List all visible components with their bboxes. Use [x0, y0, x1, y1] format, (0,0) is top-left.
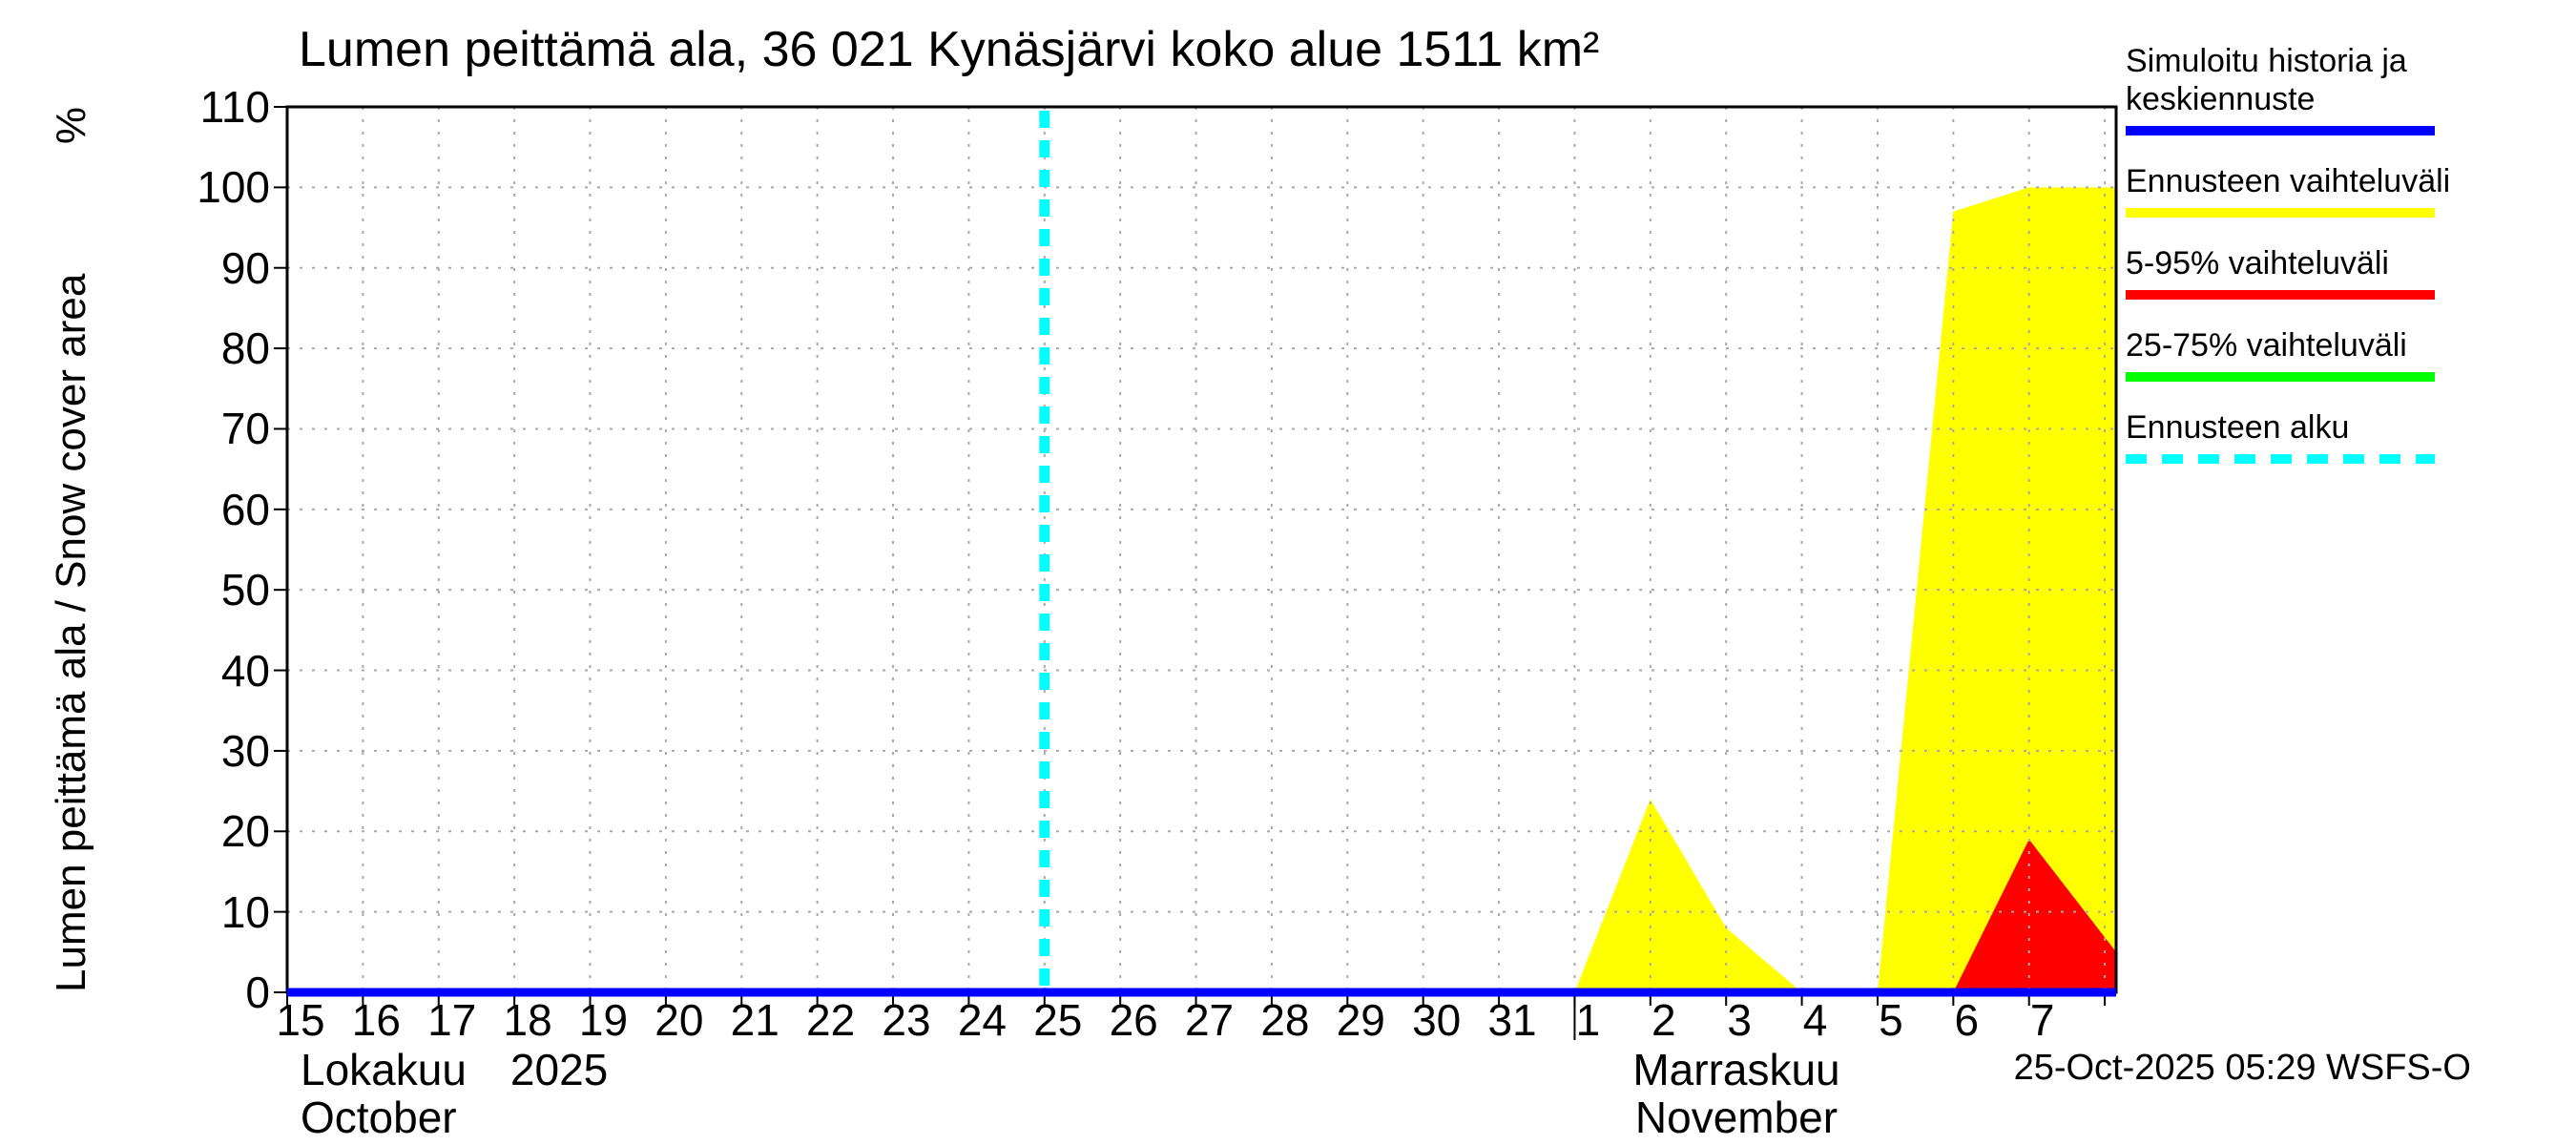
- legend-label: Ennusteen vaihteluväli: [2126, 163, 2451, 199]
- range-area: [1953, 839, 2116, 992]
- legend: Simuloitu historia ja keskiennuste Ennust…: [2126, 42, 2455, 490]
- x-tick-label: 26: [1109, 995, 1158, 1045]
- plot-frame: [285, 105, 2118, 994]
- x-tick-label: 6: [1954, 995, 1980, 1045]
- legend-label: Simuloitu historia ja keskiennuste: [2126, 43, 2407, 117]
- x-axis-month-october-fi: Lokakuu 2025: [301, 1044, 608, 1095]
- x-tick-label: 2: [1652, 995, 1676, 1045]
- x-tick-label: 22: [806, 995, 856, 1045]
- y-tick-label: 100: [197, 162, 270, 213]
- x-axis-month-november-fi: Marraskuu: [1632, 1045, 1840, 1094]
- y-tick-label: 90: [220, 242, 270, 293]
- x-tick-label: 3: [1727, 995, 1752, 1045]
- legend-swatch-dashed: [2126, 454, 2435, 464]
- legend-item: Ennusteen vaihteluväli: [2126, 162, 2455, 218]
- x-tick-label: 4: [1802, 995, 1828, 1045]
- x-tick-label: 21: [730, 995, 779, 1045]
- y-tick-label: 0: [245, 968, 270, 1017]
- x-axis-month-november-en: November: [1634, 1093, 1839, 1142]
- legend-item: 5-95% vaihteluväli: [2126, 244, 2455, 300]
- x-tick-label: 5: [1879, 995, 1903, 1045]
- x-tick-label: 24: [957, 995, 1007, 1045]
- x-tick-label: 7: [2029, 995, 2055, 1045]
- month-year: 2025: [509, 1045, 609, 1094]
- legend-item: 25-75% vaihteluväli: [2126, 326, 2455, 382]
- legend-swatch-solid: [2126, 290, 2435, 300]
- x-tick-label: 16: [351, 995, 401, 1045]
- y-tick-label: 110: [199, 82, 270, 132]
- x-tick-label: 31: [1487, 995, 1537, 1045]
- y-axis-unit: %: [48, 107, 94, 145]
- y-axis-label: Lumen peittämä ala / Snow cover area %: [44, 107, 99, 992]
- timestamp: 25-Oct-2025 05:29 WSFS-O: [2013, 1048, 2471, 1088]
- range-area: [1574, 799, 1802, 992]
- month-name: Lokakuu: [301, 1045, 467, 1094]
- legend-label: Ennusteen alku: [2126, 409, 2350, 446]
- x-tick-label: 20: [654, 995, 704, 1045]
- y-tick-label: 70: [220, 404, 270, 454]
- x-tick-label: 30: [1412, 995, 1462, 1045]
- x-tick-label: 29: [1336, 995, 1385, 1045]
- y-axis-label-text: Lumen peittämä ala / Snow cover area: [48, 273, 94, 992]
- x-tick-label: 18: [503, 995, 552, 1045]
- y-tick-label: 60: [220, 484, 270, 534]
- y-tick-label: 30: [220, 725, 270, 776]
- legend-item: Ennusteen alku: [2126, 408, 2455, 464]
- x-tick-label: 23: [882, 995, 931, 1045]
- legend-item: Simuloitu historia ja keskiennuste: [2126, 42, 2455, 135]
- x-tick-label: 17: [427, 995, 477, 1045]
- x-axis-month-october-en: October: [301, 1093, 457, 1142]
- range-area: [1878, 187, 2116, 992]
- chart-title: Lumen peittämä ala, 36 021 Kynäsjärvi ko…: [299, 22, 1600, 77]
- x-tick-label: 27: [1184, 995, 1235, 1045]
- y-tick-label: 10: [220, 886, 270, 937]
- x-tick-label: 28: [1260, 995, 1310, 1045]
- y-tick-label: 20: [220, 806, 270, 857]
- x-tick-label: 15: [276, 995, 325, 1045]
- legend-label: 5-95% vaihteluväli: [2126, 245, 2389, 281]
- y-tick-label: 50: [220, 565, 270, 615]
- y-tick-label: 80: [220, 323, 270, 374]
- legend-swatch-solid: [2126, 208, 2435, 218]
- x-tick-label: 25: [1033, 995, 1083, 1045]
- x-tick-label: 1: [1575, 995, 1601, 1045]
- y-tick-label: 40: [220, 645, 270, 696]
- legend-label: 25-75% vaihteluväli: [2126, 327, 2407, 364]
- legend-swatch-solid: [2126, 372, 2435, 382]
- legend-swatch-solid: [2126, 126, 2435, 135]
- x-tick-label: 19: [578, 995, 629, 1045]
